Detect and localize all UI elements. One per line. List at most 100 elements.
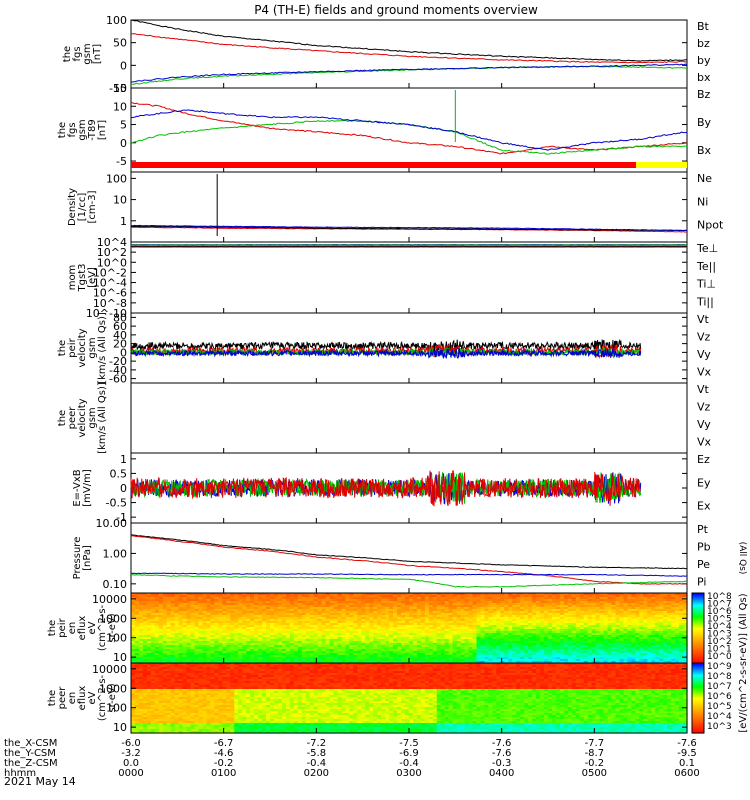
heatmap-cell xyxy=(274,623,279,626)
heatmap-cell xyxy=(138,609,144,612)
heatmap-cell xyxy=(468,653,474,656)
heatmap-cell xyxy=(627,637,632,640)
heatmap-cell xyxy=(150,595,156,598)
heatmap-cell xyxy=(309,637,315,640)
heatmap-cell xyxy=(472,649,478,652)
heatmap-cell xyxy=(544,661,549,664)
heatmap-cell xyxy=(150,633,156,636)
heatmap-cell xyxy=(512,625,517,628)
heatmap-cell xyxy=(277,615,283,618)
heatmap-cell xyxy=(452,593,458,596)
heatmap-cell xyxy=(540,659,545,662)
heatmap-cell xyxy=(504,625,509,628)
heatmap-cell xyxy=(174,621,180,624)
heatmap-cell xyxy=(548,635,553,638)
heatmap-cell xyxy=(317,633,323,636)
heatmap-cell xyxy=(540,603,545,606)
heatmap-cell xyxy=(305,629,311,632)
heatmap-cell xyxy=(516,661,521,664)
heatmap-cell xyxy=(154,651,160,654)
heatmap-cell xyxy=(639,601,644,604)
heatmap-cell xyxy=(655,641,660,644)
heatmap-cell xyxy=(178,645,184,648)
heatmap-cell xyxy=(436,629,442,632)
heatmap-cell xyxy=(158,617,164,620)
heatmap-cell xyxy=(599,621,605,624)
y-axis-label-line: [nPa] xyxy=(82,545,93,571)
heatmap-cell xyxy=(603,597,609,600)
heatmap-cell xyxy=(385,607,390,610)
heatmap-cell xyxy=(591,613,597,616)
heatmap-cell xyxy=(428,603,434,606)
heatmap-cell xyxy=(309,605,315,608)
heatmap-cell xyxy=(309,635,315,638)
heatmap-cell xyxy=(524,639,529,642)
heatmap-cell xyxy=(595,601,601,604)
heatmap-cell xyxy=(536,613,541,616)
heatmap-cell xyxy=(496,597,501,600)
heatmap-cell xyxy=(289,631,295,634)
heatmap-cell xyxy=(647,613,652,616)
heatmap-cell xyxy=(254,599,259,602)
heatmap-cell xyxy=(440,625,446,628)
heatmap-cell xyxy=(599,655,605,658)
heatmap-cell xyxy=(170,659,176,662)
heatmap-cell xyxy=(635,621,640,624)
heatmap-cell xyxy=(158,633,164,636)
heatmap-cell xyxy=(440,633,446,636)
heatmap-cell xyxy=(567,617,573,620)
heatmap-cell xyxy=(381,609,386,612)
heatmap-cell xyxy=(262,643,267,646)
heatmap-cell xyxy=(472,659,478,662)
heatmap-cell xyxy=(198,605,204,608)
heatmap-cell xyxy=(166,637,172,640)
heatmap-cell xyxy=(456,597,462,600)
heatmap-cell xyxy=(274,629,279,632)
heatmap-cell xyxy=(254,641,259,644)
heatmap-cell xyxy=(623,645,629,648)
heatmap-cell xyxy=(131,607,136,610)
heatmap-cell xyxy=(516,653,521,656)
heatmap-cell xyxy=(555,641,561,644)
heatmap-cell xyxy=(138,637,144,640)
heatmap-cell xyxy=(325,599,331,602)
heatmap-cell xyxy=(548,607,553,610)
heatmap-cell xyxy=(599,593,605,596)
heatmap-cell xyxy=(317,635,323,638)
heatmap-cell xyxy=(274,599,279,602)
heatmap-cell xyxy=(663,627,668,630)
heatmap-cell xyxy=(131,613,136,616)
heatmap-cell xyxy=(659,635,664,638)
heatmap-cell xyxy=(266,635,271,638)
heatmap-cell xyxy=(651,649,656,652)
heatmap-cell xyxy=(563,605,569,608)
heatmap-cell xyxy=(178,607,184,610)
heatmap-cell xyxy=(452,605,458,608)
heatmap-cell xyxy=(365,617,370,620)
heatmap-cell xyxy=(270,659,275,662)
heatmap-cell xyxy=(357,645,362,648)
heatmap-cell xyxy=(274,631,279,634)
heatmap-cell xyxy=(266,599,271,602)
heatmap-cell xyxy=(460,649,466,652)
heatmap-cell xyxy=(349,641,354,644)
heatmap-cell xyxy=(599,653,605,656)
heatmap-cell xyxy=(186,647,192,650)
heatmap-cell xyxy=(246,615,251,618)
heatmap-cell xyxy=(405,605,410,608)
heatmap-cell xyxy=(663,617,668,620)
heatmap-cell xyxy=(385,621,390,624)
heatmap-cell xyxy=(210,647,215,650)
heatmap-cell xyxy=(456,637,462,640)
heatmap-cell xyxy=(639,627,644,630)
heatmap-cell xyxy=(536,637,541,640)
heatmap-cell xyxy=(587,661,593,664)
heatmap-cell xyxy=(409,659,414,662)
heatmap-cell xyxy=(333,637,339,640)
heatmap-cell xyxy=(301,601,307,604)
heatmap-cell xyxy=(242,643,247,646)
heatmap-cell xyxy=(480,637,486,640)
heatmap-cell xyxy=(432,605,438,608)
heatmap-cell xyxy=(599,603,605,606)
heatmap-cell xyxy=(472,637,478,640)
